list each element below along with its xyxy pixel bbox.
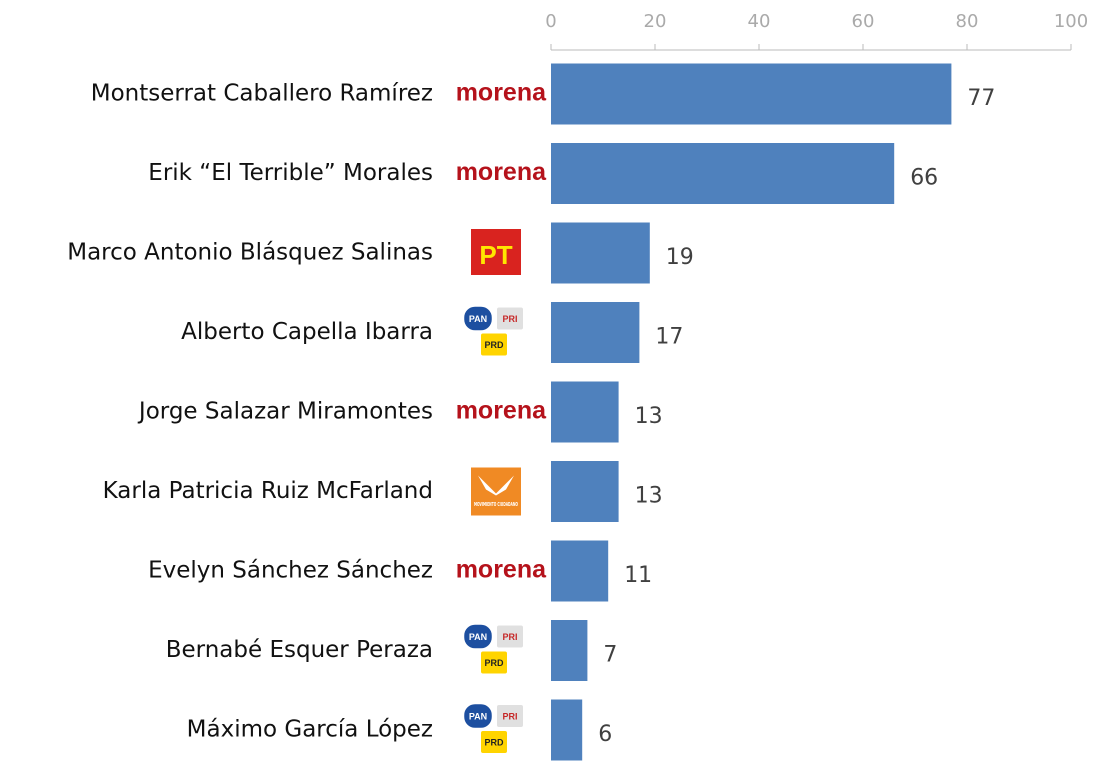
bar	[551, 381, 619, 443]
party-logo: morena	[456, 79, 547, 107]
logo-text: morena	[456, 556, 547, 584]
logo-box	[464, 624, 492, 649]
data-label: 11	[624, 563, 652, 588]
logo-text: morena	[456, 397, 547, 425]
data-label: 77	[967, 86, 995, 111]
logo-text: PRI	[502, 314, 517, 324]
x-tick-label: 60	[852, 11, 875, 32]
logo-bird	[478, 475, 514, 496]
y-tick-label: Bernabé Esquer Peraza	[166, 637, 433, 663]
party-logo: morena	[456, 158, 547, 186]
y-tick-label: Máximo García López	[187, 717, 433, 743]
y-tick-label: Evelyn Sánchez Sánchez	[148, 558, 433, 584]
bar	[551, 540, 609, 602]
data-label: 19	[666, 245, 694, 270]
bar	[551, 143, 895, 204]
data-label: 13	[635, 404, 663, 429]
y-tick-label: Montserrat Caballero Ramírez	[91, 81, 433, 107]
data-label: 13	[635, 484, 663, 509]
x-tick-label: 80	[956, 11, 979, 32]
logo-box	[464, 704, 492, 728]
x-tick-label: 20	[644, 11, 667, 32]
logo-box	[497, 625, 523, 648]
data-label: 7	[603, 643, 617, 668]
logo-text: morena	[456, 79, 547, 107]
bar	[551, 63, 952, 125]
logo-text: PRD	[484, 737, 504, 747]
data-label: 6	[598, 722, 612, 747]
logo-text: PRI	[502, 632, 517, 642]
bar	[551, 302, 640, 363]
y-tick-label: Karla Patricia Ruiz McFarland	[103, 478, 433, 504]
bar	[551, 222, 650, 284]
x-tick-label: 0	[545, 11, 556, 32]
bar	[551, 620, 588, 681]
logo-text: PRD	[484, 658, 504, 668]
party-logo: PT	[471, 229, 521, 275]
data-label: 17	[655, 325, 683, 350]
x-tick-label: 40	[748, 11, 771, 32]
logo-box	[481, 333, 507, 356]
party-logo: morena	[456, 397, 547, 425]
y-tick-label: Alberto Capella Ibarra	[181, 319, 433, 345]
bar	[551, 699, 583, 761]
logo-box	[481, 731, 507, 753]
data-label: 66	[910, 166, 938, 191]
logo-box	[497, 307, 523, 330]
logo-text: MOVIMIENTO CIUDADANO	[474, 502, 518, 508]
party-logo: MOVIMIENTO CIUDADANO	[471, 467, 521, 516]
y-tick-label: Erik “El Terrible” Morales	[148, 160, 433, 186]
party-logo: morena	[456, 556, 547, 584]
logo-box	[481, 651, 507, 674]
party-logo: PAN PRI PRD	[464, 704, 523, 753]
y-tick-label: Marco Antonio Blásquez Salinas	[67, 240, 433, 266]
y-tick-label: Jorge Salazar Miramontes	[137, 399, 433, 425]
logo-text: PAN	[469, 711, 487, 721]
party-logo: PAN PRI PRD	[464, 306, 523, 356]
logo-text: PRI	[502, 711, 517, 721]
logo-text: PAN	[469, 314, 487, 324]
logo-box	[471, 467, 521, 516]
logo-text: morena	[456, 158, 547, 186]
logo-text: PT	[479, 240, 512, 270]
logo-text: PRD	[484, 340, 504, 350]
bar	[551, 461, 619, 522]
logo-box	[497, 705, 523, 727]
x-tick-label: 100	[1054, 11, 1088, 32]
party-logo: PAN PRI PRD	[464, 624, 523, 674]
logo-text: PAN	[469, 632, 487, 642]
logo-box	[464, 306, 492, 331]
logo-box	[471, 229, 521, 275]
